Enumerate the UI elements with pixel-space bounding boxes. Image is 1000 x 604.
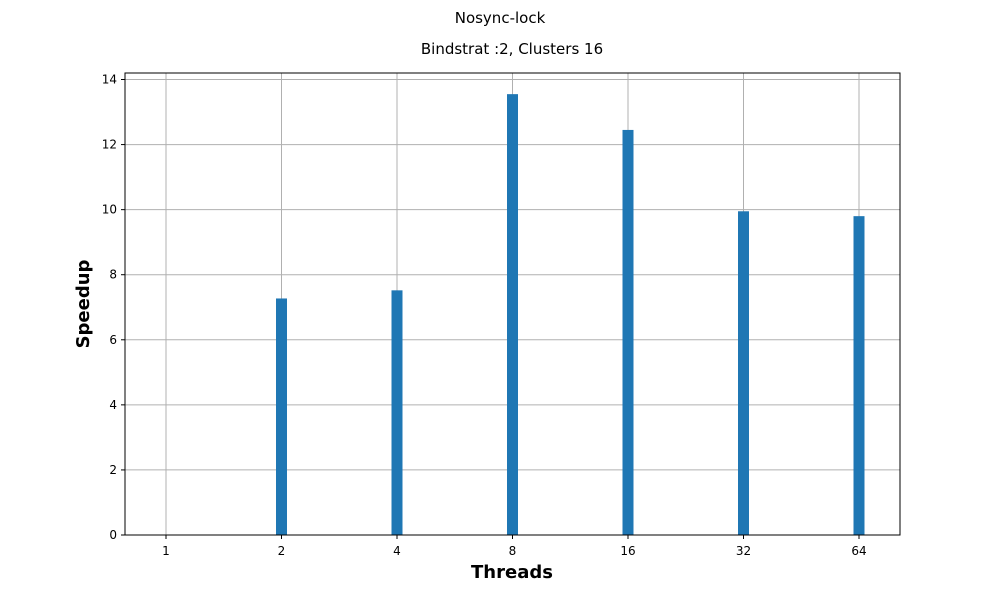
x-tick-label: 32 (736, 544, 751, 558)
bar-threads-4 (391, 290, 403, 535)
bar-threads-32 (738, 211, 749, 535)
figure-suptitle: Nosync-lock (454, 9, 546, 27)
y-tick-label: 12 (102, 138, 117, 152)
bar-threads-8 (507, 94, 518, 535)
x-tick-label: 16 (620, 544, 635, 558)
bar-threads-64 (853, 216, 865, 536)
y-tick-label: 14 (102, 73, 117, 87)
x-tick-label: 1 (162, 544, 170, 558)
x-tick-label: 4 (393, 544, 401, 558)
x-tick-label: 2 (278, 544, 286, 558)
y-axis-label: Speedup (73, 259, 94, 348)
y-tick-label: 6 (109, 333, 117, 347)
bars-layer (276, 94, 865, 536)
bar-threads-16 (622, 129, 634, 535)
x-axis-label: Threads (471, 562, 553, 583)
chart-title: Bindstrat :2, Clusters 16 (421, 40, 603, 58)
x-tick-label: 8 (509, 544, 517, 558)
bar-threads-2 (276, 298, 287, 535)
y-tick-label: 2 (109, 463, 117, 477)
x-tick-label: 64 (851, 544, 866, 558)
y-tick-label: 10 (102, 203, 117, 217)
y-tick-label: 4 (109, 398, 117, 412)
y-tick-label: 0 (109, 528, 117, 542)
y-tick-label: 8 (109, 268, 117, 282)
